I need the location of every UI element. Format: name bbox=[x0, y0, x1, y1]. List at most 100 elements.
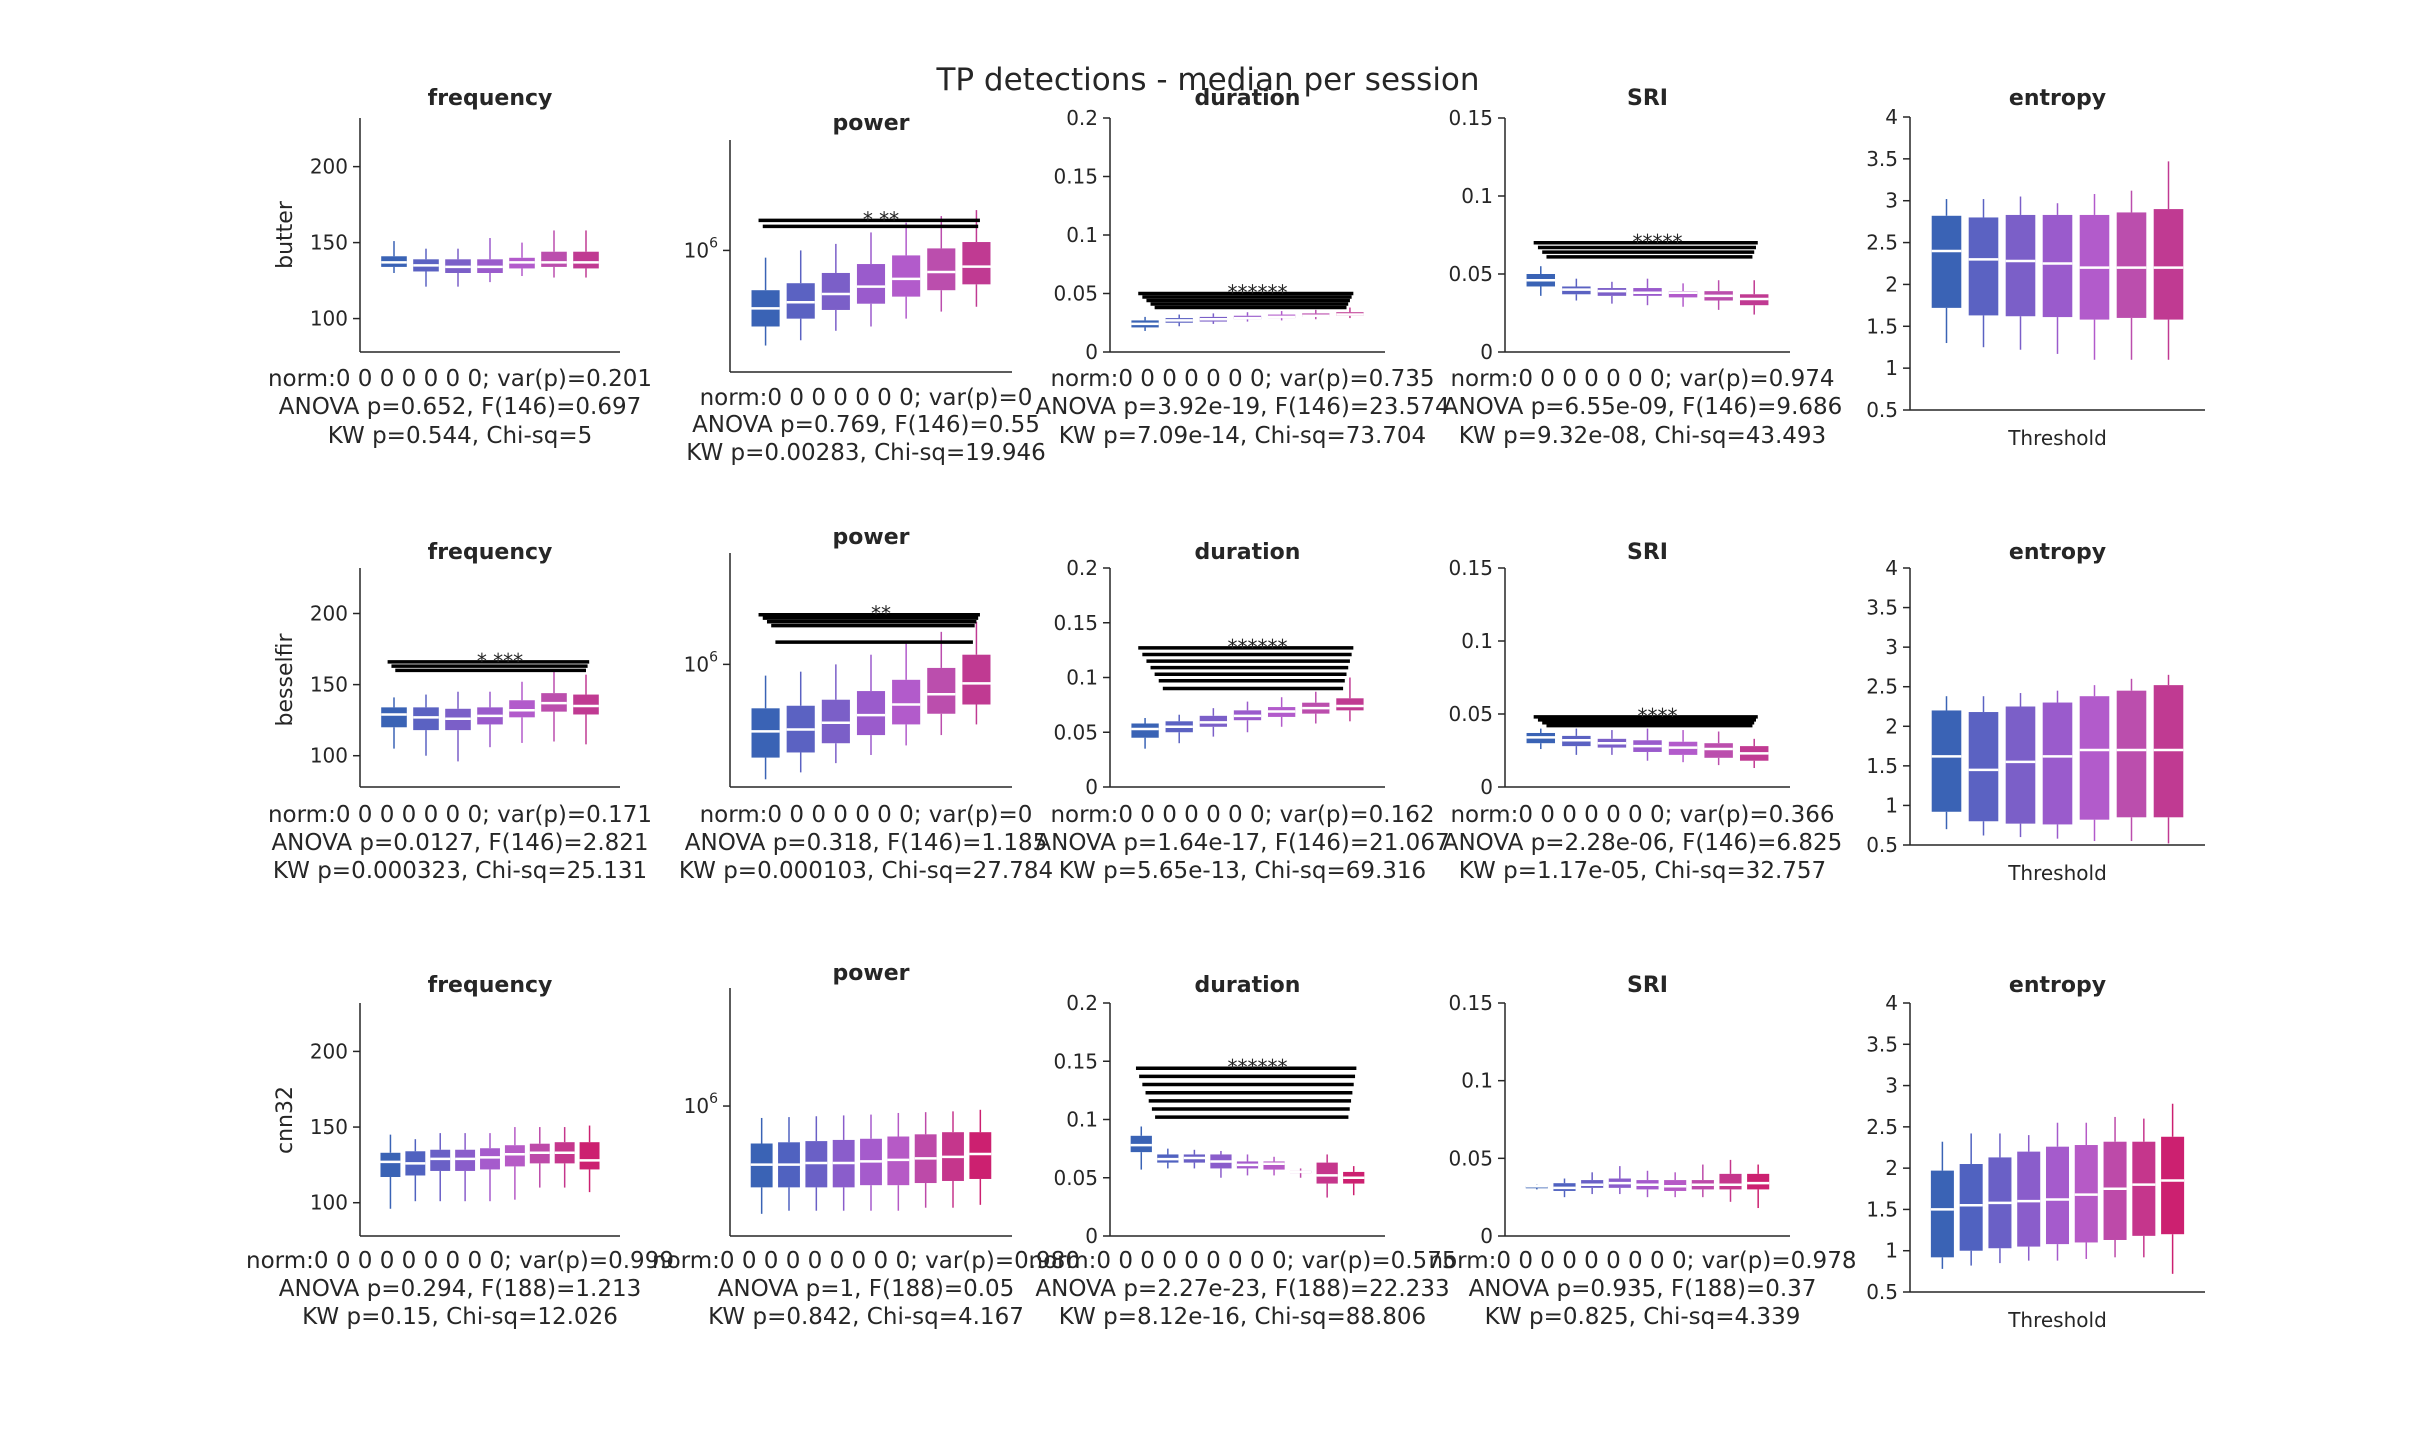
box bbox=[413, 707, 439, 731]
panel-butter-power: power 106 * ** norm:0 0 0 0 0 0 0; var(p)=0… bbox=[684, 111, 1046, 466]
box bbox=[1719, 1173, 1742, 1190]
panel-title: SRI bbox=[1627, 973, 1668, 998]
box bbox=[380, 1152, 401, 1177]
y-tick-label: 3 bbox=[1885, 189, 1898, 213]
panel-title: entropy bbox=[2009, 973, 2106, 998]
significance-label: ****** bbox=[1228, 635, 1288, 659]
y-tick-label: 100 bbox=[310, 1191, 348, 1215]
y-tick-label: 0 bbox=[1480, 775, 1493, 799]
box bbox=[2079, 696, 2110, 820]
y-tick-label: 0 bbox=[1480, 340, 1493, 364]
box bbox=[786, 283, 815, 319]
figure-title: TP detections - median per session bbox=[935, 62, 1479, 98]
box bbox=[969, 1132, 992, 1179]
box bbox=[2042, 214, 2073, 318]
panel-besselfir-entropy: entropy Threshold 0.5 1 1.5 2 2.5 3 3.5 4 bbox=[1866, 540, 2205, 885]
y-tick-label: 200 bbox=[310, 1039, 348, 1063]
y-tick-label: 0.1 bbox=[1461, 629, 1493, 653]
y-tick-label: 0.15 bbox=[1448, 106, 1493, 130]
box bbox=[892, 679, 921, 725]
box bbox=[821, 699, 850, 744]
box bbox=[2132, 1141, 2156, 1236]
x-axis-label: Threshold bbox=[2007, 861, 2107, 885]
y-tick-label: 2 bbox=[1885, 272, 1898, 296]
y-tick-label: 0.2 bbox=[1066, 991, 1098, 1015]
stat-line: KW p=0.544, Chi-sq=5 bbox=[328, 423, 592, 449]
y-tick-label: 150 bbox=[310, 673, 348, 697]
box bbox=[509, 700, 535, 718]
box bbox=[1930, 1170, 1954, 1258]
box bbox=[856, 264, 886, 304]
box bbox=[962, 654, 991, 705]
box bbox=[2161, 1136, 2185, 1235]
significance-label: ** bbox=[871, 602, 891, 626]
stat-line: KW p=0.00283, Chi-sq=19.946 bbox=[686, 440, 1046, 466]
box bbox=[2017, 1151, 2041, 1247]
box bbox=[2005, 214, 2036, 317]
stat-line: ANOVA p=0.769, F(146)=0.55 bbox=[692, 412, 1040, 438]
stat-line: norm:0 0 0 0 0 0 0; var(p)=0.735 bbox=[1050, 366, 1434, 392]
box bbox=[1704, 743, 1733, 758]
stat-line: KW p=0.000103, Chi-sq=27.784 bbox=[679, 858, 1053, 884]
y-tick-label: 0.15 bbox=[1448, 991, 1493, 1015]
y-tick-label: 0.05 bbox=[1053, 282, 1098, 306]
y-tick-label: 4 bbox=[1885, 556, 1898, 580]
row-label-cnn32: cnn32 bbox=[273, 1086, 298, 1154]
y-tick-label: 0.1 bbox=[1066, 223, 1098, 247]
box bbox=[541, 251, 567, 267]
y-tick-label: 200 bbox=[310, 602, 348, 626]
y-tick-label: 0 bbox=[1480, 1224, 1493, 1248]
stat-line: KW p=9.32e-08, Chi-sq=43.493 bbox=[1459, 423, 1826, 449]
y-tick-label: 0.05 bbox=[1053, 720, 1098, 744]
y-tick-label: 150 bbox=[310, 1115, 348, 1139]
box bbox=[573, 694, 599, 715]
box bbox=[579, 1142, 600, 1170]
panel-title: power bbox=[833, 525, 910, 550]
y-tick-label: 0.5 bbox=[1866, 1280, 1898, 1304]
y-tick-label: 2.5 bbox=[1866, 231, 1898, 255]
stat-line: ANOVA p=0.318, F(146)=1.185 bbox=[685, 830, 1047, 856]
y-tick-label: 100 bbox=[310, 744, 348, 768]
box bbox=[1668, 291, 1698, 298]
stat-line: KW p=0.825, Chi-sq=4.339 bbox=[1485, 1304, 1801, 1330]
x-axis-label: Threshold bbox=[2007, 426, 2107, 450]
y-tick-label: 3.5 bbox=[1866, 1032, 1898, 1056]
panel-title: SRI bbox=[1627, 86, 1668, 111]
box bbox=[962, 242, 991, 285]
y-tick-label: 0.15 bbox=[1053, 165, 1098, 189]
row-label-butter: butter bbox=[273, 200, 298, 269]
stat-line: norm:0 0 0 0 0 0 0; var(p)=0 bbox=[700, 802, 1033, 828]
stat-line: norm:0 0 0 0 0 0 0; var(p)=0.974 bbox=[1450, 366, 1834, 392]
y-tick-label: 0 bbox=[1085, 340, 1098, 364]
y-tick-label: 0.15 bbox=[1448, 556, 1493, 580]
y-tick-label: 4 bbox=[1885, 105, 1898, 129]
panel-besselfir-duration: duration 0 0.05 0.1 0.15 0.2 ****** norm:0 0 0 … bbox=[1035, 540, 1449, 884]
box bbox=[821, 272, 850, 310]
y-tick-label: 3 bbox=[1885, 635, 1898, 659]
box bbox=[2116, 690, 2147, 818]
stat-line: norm:0 0 0 0 0 0 0 0 0; var(p)=0.575 bbox=[1029, 1248, 1457, 1274]
y-tick-label: 1 bbox=[1885, 1239, 1898, 1263]
panel-title: duration bbox=[1195, 86, 1301, 111]
box bbox=[892, 255, 921, 297]
y-tick-label: 1 bbox=[1885, 793, 1898, 817]
box bbox=[927, 248, 956, 291]
panel-title: duration bbox=[1195, 540, 1301, 565]
panel-besselfir-SRI: SRI 0 0.05 0.1 0.15 **** norm:0 0 0 0 0 0 0; v… bbox=[1443, 540, 1843, 884]
box bbox=[856, 691, 886, 736]
box bbox=[480, 1148, 500, 1170]
y-tick-label: 106 bbox=[684, 1091, 718, 1118]
significance-label: ***** bbox=[1633, 230, 1683, 254]
box bbox=[573, 251, 599, 269]
panel-title: power bbox=[833, 111, 910, 136]
box bbox=[1931, 215, 1962, 308]
panel-besselfir-power: power 106 ** norm:0 0 0 0 0 0 0; var(p)=0AN… bbox=[679, 525, 1053, 884]
stat-line: KW p=0.842, Chi-sq=4.167 bbox=[708, 1304, 1024, 1330]
box bbox=[381, 707, 407, 728]
box bbox=[1316, 1162, 1338, 1184]
significance-label: ****** bbox=[1228, 281, 1288, 305]
y-tick-label: 0.1 bbox=[1461, 1069, 1493, 1093]
y-tick-label: 150 bbox=[310, 231, 348, 255]
stat-line: ANOVA p=0.652, F(146)=0.697 bbox=[279, 394, 641, 420]
